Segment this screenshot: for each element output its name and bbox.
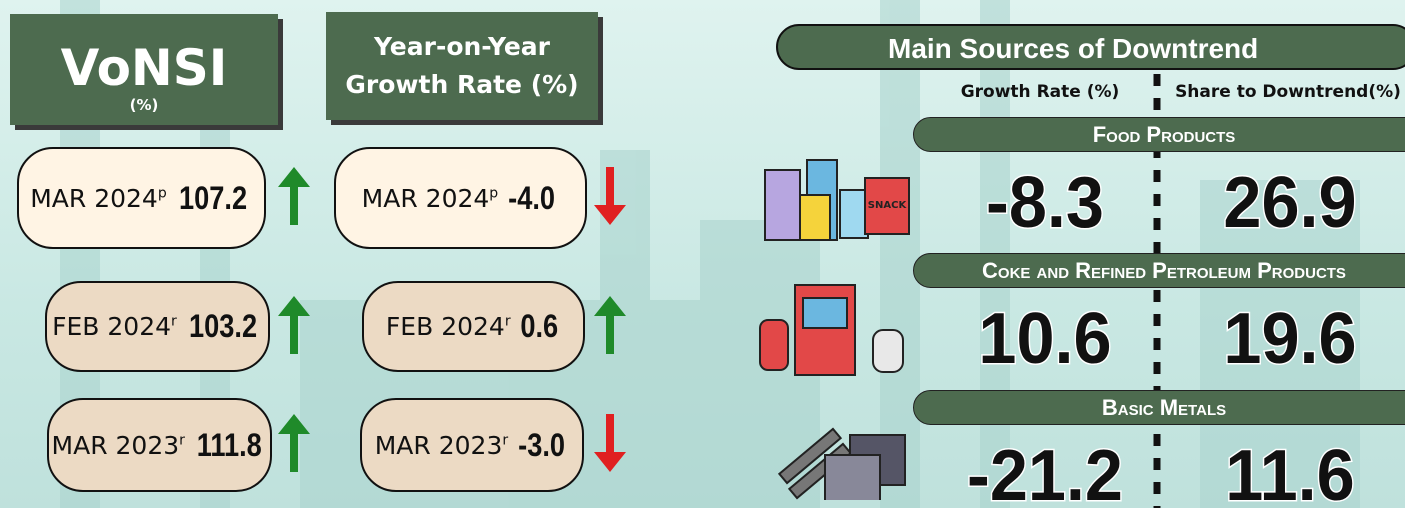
sector-icons: SNACK [759,159,910,500]
period: MAR 2023r [52,431,185,460]
down-arrow [594,414,626,472]
value-pill: FEB 2024r 103.2 [45,281,270,372]
period: FEB 2024r [386,312,511,341]
period-label: MAR 2023 [51,430,180,460]
value-pill: MAR 2024p -4.0 [334,147,587,249]
column-header: Growth Rate (%) [960,82,1120,102]
down-arrow [594,167,626,225]
up-arrow [278,167,310,225]
value: 107.2 [178,179,247,216]
period-label: FEB 2024 [385,312,505,341]
revision-mark: r [171,313,177,330]
revision-mark: r [179,432,185,449]
value: -4.0 [508,179,556,216]
revision-mark: r [504,313,511,330]
icon-label: SNACK [868,200,908,211]
yoy-header: Year-on-Year Growth Rate (%) [326,12,598,120]
growth-value: 10.6 [977,298,1113,381]
header-line: Growth Rate (%) [345,70,579,99]
value: 0.6 [519,308,558,344]
share-value: 11.6 [1224,435,1356,508]
share-value: 26.9 [1222,162,1358,245]
up-arrow [594,295,626,354]
header-line: Year-on-Year [374,32,550,61]
value: -3.0 [518,426,566,463]
value-pill: MAR 2024p 107.2 [17,147,266,249]
value-pill: MAR 2023r -3.0 [360,398,584,492]
period: MAR 2024p [30,184,167,213]
sector-bar: Basic Metals [913,390,1405,425]
sector-bar: Coke and Refined Petroleum Products [913,253,1405,288]
growth-value: -8.3 [985,162,1106,245]
column-header: Share to Downtrend(%) [1175,82,1401,102]
period-label: MAR 2023 [374,430,503,460]
header-title: VoNSI [60,39,228,97]
downtrend-title: Main Sources of Downtrend [776,24,1405,70]
up-arrow [278,295,310,354]
period-label: MAR 2024 [361,183,490,213]
growth-value: -21.2 [966,435,1125,508]
period-label: MAR 2024 [30,183,158,213]
value-pill: FEB 2024r 0.6 [362,281,585,372]
value-pill: MAR 2023r 111.8 [47,398,272,492]
vonsi-header: VoNSI (%) [10,14,278,125]
period: FEB 2024r [52,312,177,341]
revision-mark: p [157,185,167,202]
sector-bar: Food Products [913,117,1405,152]
up-arrow [278,414,310,472]
value: 111.8 [196,426,262,463]
header-unit: (%) [129,96,159,114]
period: MAR 2023r [375,431,508,460]
period: MAR 2024p [362,184,499,213]
share-value: 19.6 [1222,298,1358,381]
revision-mark: p [489,185,499,202]
value: 103.2 [188,308,257,344]
revision-mark: r [502,432,509,449]
period-label: FEB 2024 [52,312,172,341]
